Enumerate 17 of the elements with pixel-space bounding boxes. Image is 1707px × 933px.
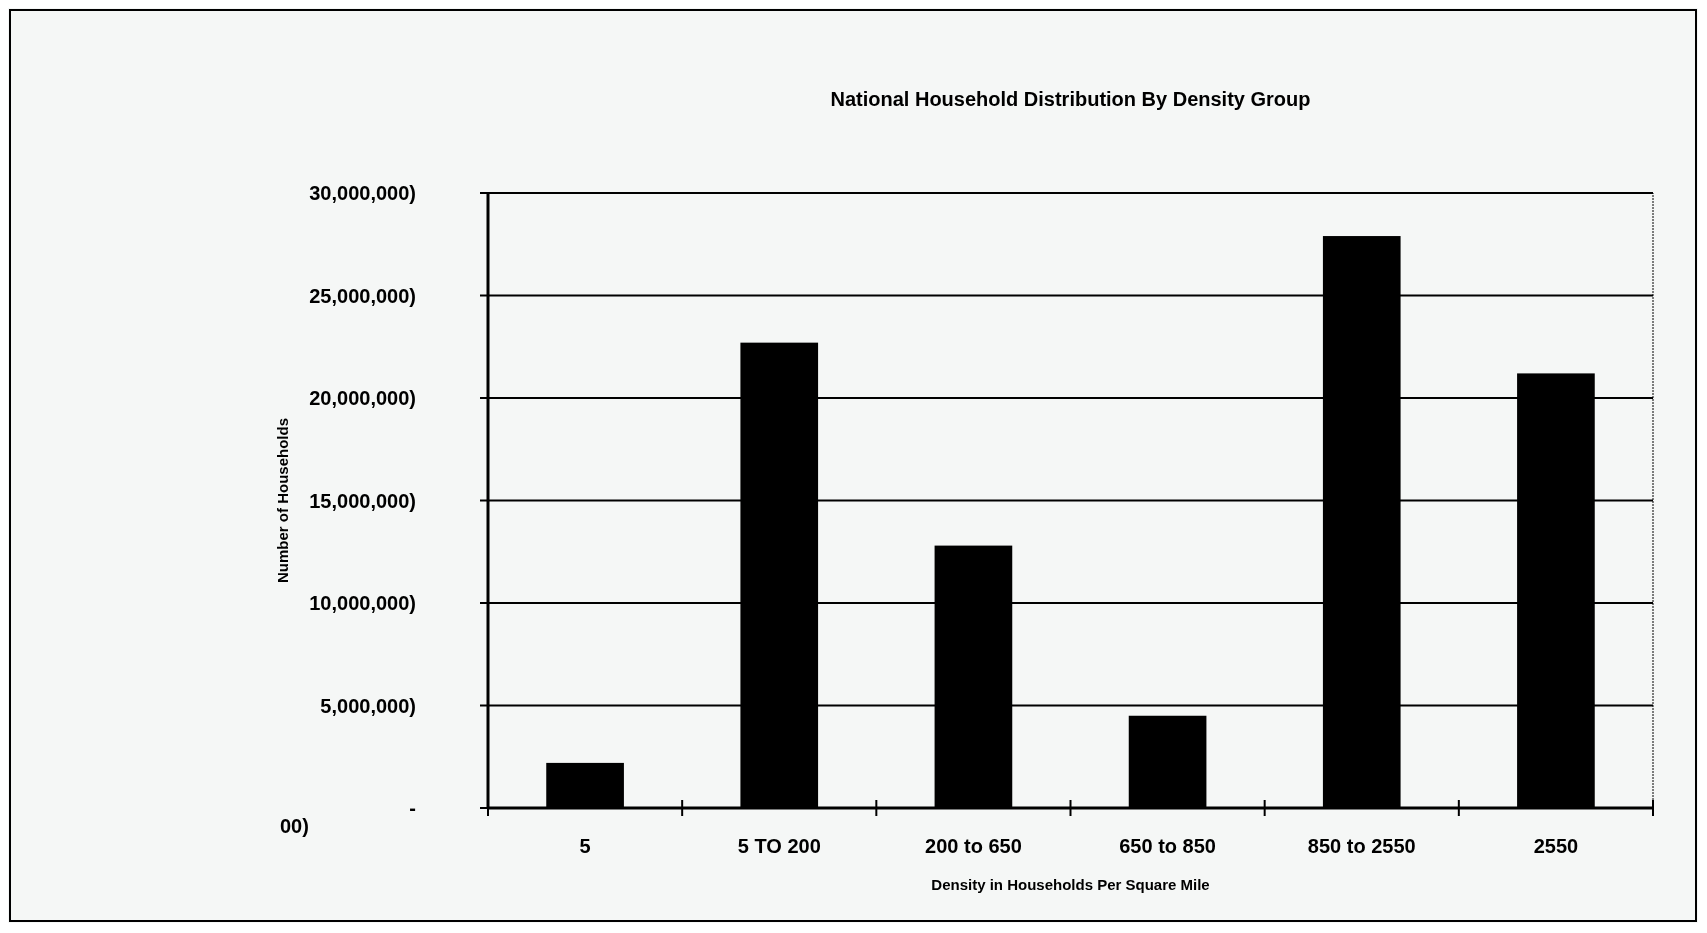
- y-tick-label: 20,000,000): [309, 387, 416, 409]
- y-tick-label: 30,000,000): [309, 182, 416, 204]
- x-tick-label: 5: [579, 835, 591, 857]
- y-axis-title: Number of Households: [274, 417, 291, 584]
- x-tick-label: 5 TO 200: [737, 835, 821, 857]
- x-tick-label: 650 to 850: [1119, 835, 1216, 857]
- text: 00): [280, 815, 309, 837]
- x-tick-label: 200 to 650: [925, 835, 1022, 857]
- y-tick-label: 25,000,000): [309, 284, 416, 307]
- y-tick-label: -: [409, 797, 416, 819]
- x-tick-label: 850 to 2550: [1307, 835, 1416, 857]
- y-tick-label: 15,000,000): [309, 489, 416, 512]
- chart-title: National Household Distribution By Density Group: [830, 88, 1311, 110]
- y-tick-label: 5,000,000): [320, 694, 416, 717]
- x-tick-label: 2550: [1533, 835, 1579, 857]
- y-tick-label: 10,000,000): [309, 592, 416, 614]
- x-axis-title: Density in Households Per Square Mile: [931, 876, 1210, 893]
